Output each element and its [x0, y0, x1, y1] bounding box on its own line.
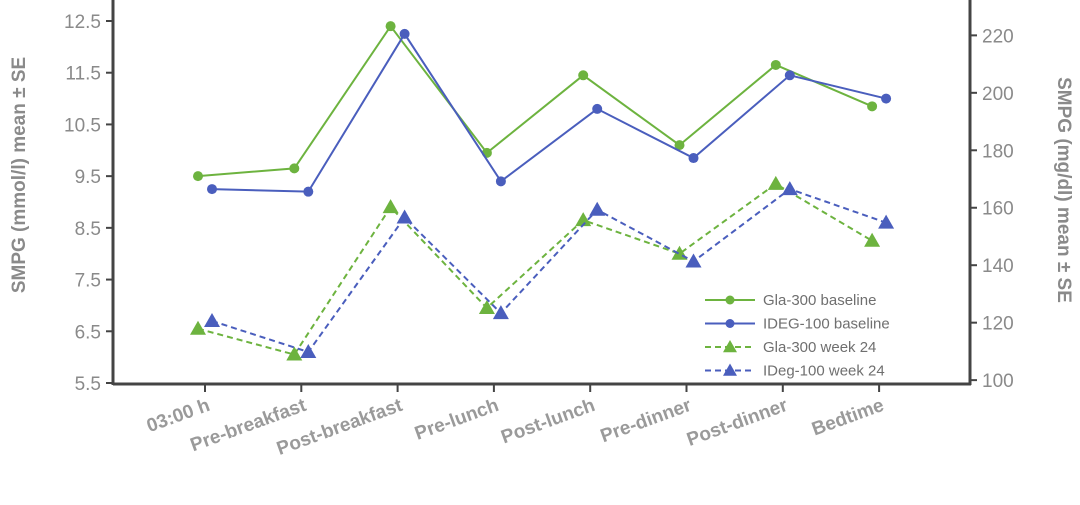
data-point-gla-300-baseline-03-00-h	[193, 171, 203, 182]
left-tick-label: 5.5	[75, 374, 101, 395]
data-point-ideg-100-baseline-bedtime	[881, 93, 892, 104]
right-tick-label: 120	[982, 314, 1014, 335]
left-tick-label: 9.5	[75, 167, 101, 188]
data-point-ideg-100-week-24-bedtime	[878, 214, 895, 229]
x-tick-label-pre-lunch: Pre-lunch	[412, 395, 502, 445]
right-tick-label: 200	[982, 84, 1014, 105]
data-point-ideg-100-week-24-pre-dinner	[685, 253, 702, 268]
data-point-gla-300-week-24-post-lunch	[575, 212, 592, 227]
data-point-ideg-100-baseline-post-dinner	[784, 70, 795, 81]
legend-marker-ideg-100-baseline	[725, 319, 735, 328]
left-tick-label: 12.5	[64, 12, 101, 33]
data-point-gla-300-baseline-pre-breakfast	[289, 163, 300, 174]
left-tick-label: 7.5	[75, 271, 101, 292]
data-point-ideg-100-baseline-pre-breakfast	[303, 186, 314, 197]
x-tick-label-pre-dinner: Pre-dinner	[598, 395, 695, 447]
left-axis-ticks: 5.5 6.5 7.5 8.5 9.5 10.5 11.5 12.5	[64, 12, 113, 395]
data-point-gla-300-week-24-03-00-h	[190, 320, 206, 335]
series-ideg-100-week-24	[204, 181, 895, 358]
data-point-gla-300-baseline-post-dinner	[770, 59, 781, 70]
legend: Gla-300 baseline IDEG-100 baseline Gla-300…	[705, 292, 890, 380]
data-point-ideg-100-week-24-post-dinner	[781, 181, 798, 196]
series-line-ideg-100-week-24	[211, 187, 887, 354]
left-tick-label: 8.5	[75, 219, 101, 240]
data-point-ideg-100-week-24-03-00-h	[204, 312, 220, 327]
right-tick-label: 160	[982, 199, 1014, 220]
right-axis-title: SMPG (mg/dl) mean ± SE	[1053, 77, 1074, 303]
legend-marker-gla-300-week-24	[723, 340, 737, 353]
data-point-ideg-100-week-24-pre-breakfast	[300, 343, 317, 358]
data-point-gla-300-week-24-bedtime	[864, 232, 881, 247]
left-tick-label: 10.5	[64, 115, 101, 136]
data-point-ideg-100-week-24-pre-lunch	[492, 305, 509, 320]
data-point-ideg-100-baseline-post-lunch	[592, 103, 603, 114]
data-point-ideg-100-baseline-pre-lunch	[495, 176, 506, 187]
data-point-ideg-100-baseline-pre-dinner	[688, 153, 699, 164]
x-tick-label-post-lunch: Post-lunch	[498, 395, 597, 448]
x-tick-label-bedtime: Bedtime	[809, 395, 887, 440]
series-line-ideg-100-baseline	[211, 32, 887, 193]
legend-item-gla-300-week-24: Gla-300 week 24	[705, 339, 876, 356]
legend-label-gla-300-week-24: Gla-300 week 24	[763, 339, 876, 356]
legend-label-ideg-100-baseline: IDEG-100 baseline	[763, 316, 890, 333]
right-tick-label: 140	[982, 256, 1014, 277]
data-point-ideg-100-baseline-03-00-h	[207, 184, 217, 195]
data-point-ideg-100-week-24-post-breakfast	[396, 209, 413, 224]
axes	[111, 0, 972, 386]
legend-item-ideg-100-week-24: IDeg-100 week 24	[705, 363, 885, 380]
data-point-gla-300-baseline-post-breakfast	[385, 21, 396, 32]
series-line-gla-300-week-24	[197, 182, 873, 356]
data-point-gla-300-baseline-bedtime	[867, 101, 878, 112]
data-point-ideg-100-week-24-post-lunch	[589, 201, 606, 216]
legend-marker-ideg-100-week-24	[723, 363, 737, 376]
right-tick-label: 180	[982, 141, 1014, 162]
data-point-gla-300-baseline-pre-dinner	[674, 140, 685, 151]
data-point-gla-300-baseline-post-lunch	[578, 70, 589, 81]
right-axis-ticks: 100 120 140 160 180 200 220	[970, 26, 1014, 392]
series-ideg-100-baseline	[207, 28, 892, 197]
series-line-gla-300-baseline	[197, 24, 873, 178]
legend-label-ideg-100-week-24: IDeg-100 week 24	[763, 363, 885, 380]
data-point-gla-300-week-24-pre-lunch	[478, 300, 495, 315]
data-point-gla-300-week-24-pre-breakfast	[286, 346, 303, 361]
x-tick-label-post-dinner: Post-dinner	[684, 395, 791, 451]
legend-marker-gla-300-baseline	[725, 295, 735, 305]
left-axis-title: SMPG (mmol/l) mean ± SE	[9, 57, 30, 293]
legend-item-ideg-100-baseline: IDEG-100 baseline	[705, 316, 890, 333]
legend-label-gla-300-baseline: Gla-300 baseline	[763, 292, 876, 309]
data-point-gla-300-week-24-post-breakfast	[382, 199, 399, 214]
left-tick-label: 11.5	[65, 64, 101, 85]
legend-item-gla-300-baseline: Gla-300 baseline	[705, 292, 876, 309]
series-layer	[190, 21, 895, 361]
series-gla-300-week-24	[190, 175, 881, 361]
data-point-ideg-100-baseline-post-breakfast	[399, 28, 410, 39]
right-tick-label: 100	[982, 371, 1014, 392]
left-tick-label: 6.5	[75, 322, 101, 343]
data-point-gla-300-week-24-post-dinner	[767, 175, 784, 190]
right-tick-label: 220	[982, 26, 1014, 47]
series-gla-300-baseline	[193, 21, 878, 182]
